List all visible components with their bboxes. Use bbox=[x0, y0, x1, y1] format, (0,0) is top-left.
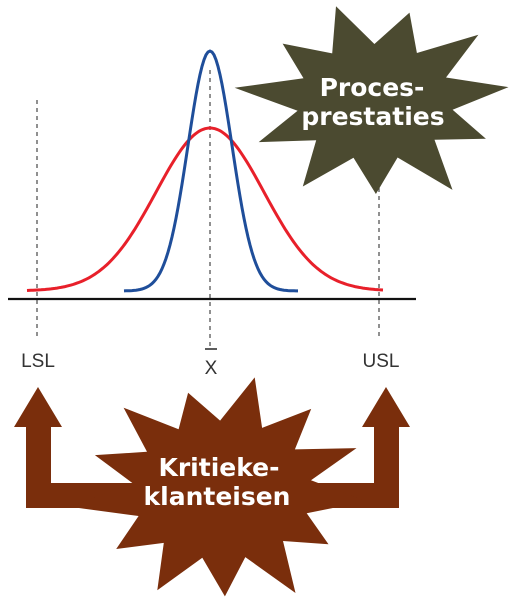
customer-burst-shape bbox=[69, 377, 367, 597]
usl-label: USL bbox=[363, 351, 400, 372]
left-arrow-up-icon bbox=[14, 387, 160, 508]
right-arrow-up-icon bbox=[265, 387, 410, 508]
customer-star-line1: Kritieke- bbox=[158, 453, 279, 482]
process-burst-shape bbox=[234, 6, 509, 194]
process-star-line1: Proces- bbox=[320, 73, 425, 102]
lsl-label: LSL bbox=[21, 351, 55, 372]
mean-label: X bbox=[205, 358, 218, 379]
customer-star-line2: klanteisen bbox=[144, 482, 291, 511]
narrow-distribution-curve bbox=[123, 49, 298, 293]
wide-distribution-curve bbox=[26, 126, 384, 292]
process-star-line2: prestaties bbox=[301, 102, 444, 131]
